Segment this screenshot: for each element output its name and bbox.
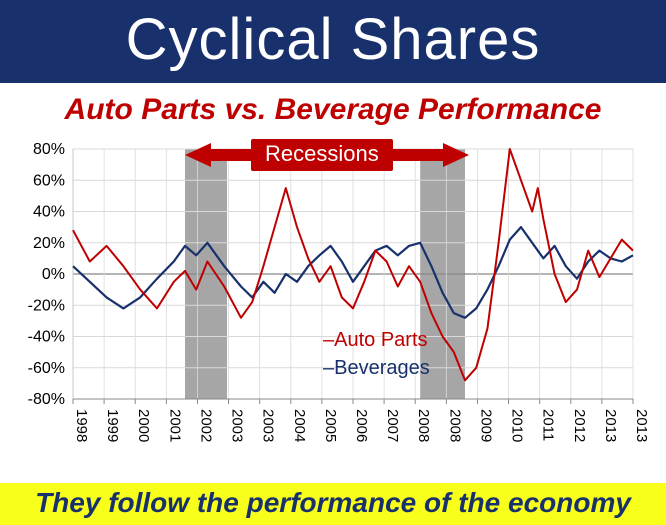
svg-text:2003: 2003	[260, 409, 277, 442]
subtitle-text: Auto Parts vs. Beverage Performance	[65, 93, 602, 126]
svg-text:1999: 1999	[104, 409, 121, 442]
svg-text:-80%: -80%	[28, 391, 65, 408]
recession-label: Recessions	[251, 139, 393, 171]
svg-text:2010: 2010	[509, 409, 526, 442]
chart-area: 80% 60% 40% 20% 0% -20% -40% -60% -80% 1998 1999 20…	[13, 129, 653, 469]
title-text: Cyclical Shares	[126, 7, 541, 72]
svg-text:2011: 2011	[540, 409, 557, 441]
svg-text:-40%: -40%	[28, 329, 65, 346]
svg-text:2008: 2008	[446, 409, 463, 442]
svg-text:1998: 1998	[73, 409, 90, 442]
subtitle: Auto Parts vs. Beverage Performance	[0, 83, 666, 129]
chart-svg: 80% 60% 40% 20% 0% -20% -40% -60% -80% 1998 1999 20…	[13, 129, 653, 469]
svg-text:60%: 60%	[33, 172, 65, 189]
svg-text:40%: 40%	[33, 204, 65, 221]
svg-text:2009: 2009	[477, 409, 494, 442]
title-banner: Cyclical Shares	[0, 0, 666, 83]
arrow-right-stem	[391, 149, 443, 161]
svg-text:2001: 2001	[166, 409, 183, 442]
svg-text:2012: 2012	[571, 409, 588, 442]
svg-text:2005: 2005	[322, 409, 339, 442]
svg-text:-20%: -20%	[28, 297, 65, 314]
svg-text:2006: 2006	[353, 409, 370, 442]
arrow-left-icon	[185, 143, 211, 167]
legend-bev: –Beverages	[323, 357, 430, 380]
svg-text:2013: 2013	[633, 409, 650, 442]
footer-banner: They follow the performance of the econo…	[0, 483, 666, 525]
svg-text:2002: 2002	[197, 409, 214, 442]
svg-text:2013: 2013	[602, 409, 619, 442]
arrow-right-icon	[443, 143, 469, 167]
svg-text:20%: 20%	[33, 235, 65, 252]
svg-text:2008: 2008	[415, 409, 432, 442]
svg-text:2007: 2007	[384, 409, 401, 442]
svg-text:2000: 2000	[135, 409, 152, 442]
svg-text:0%: 0%	[42, 266, 65, 283]
svg-text:2004: 2004	[291, 409, 308, 442]
svg-text:-60%: -60%	[28, 360, 65, 377]
svg-text:2003: 2003	[229, 409, 246, 442]
legend-auto: –Auto Parts	[323, 329, 428, 352]
footer-text: They follow the performance of the econo…	[35, 487, 631, 518]
svg-text:80%: 80%	[33, 141, 65, 158]
arrow-left-stem	[211, 149, 253, 161]
